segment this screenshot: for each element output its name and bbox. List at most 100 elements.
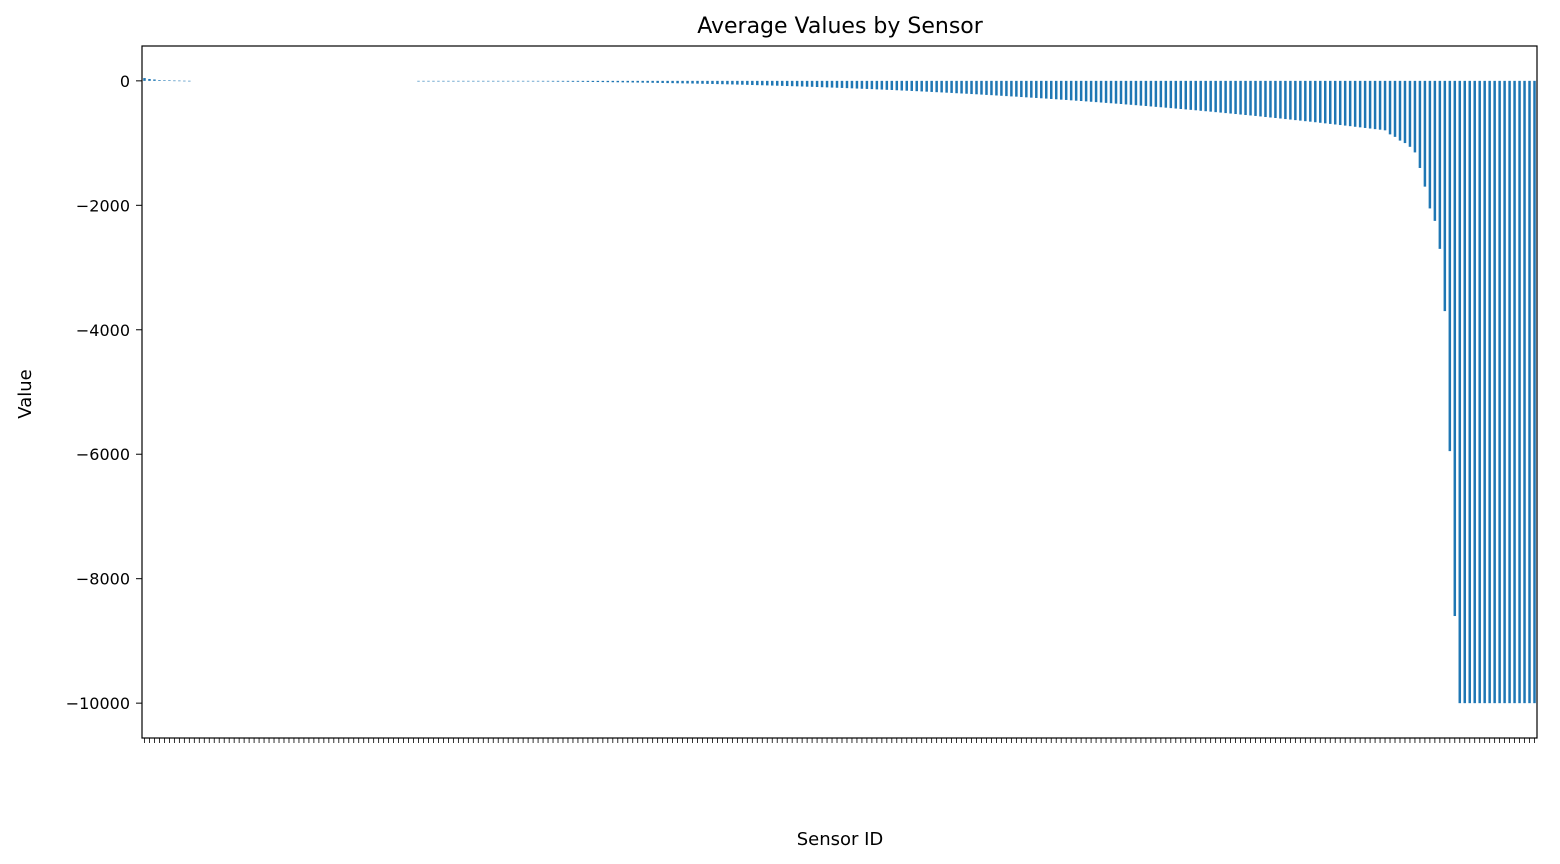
bar <box>1408 80 1412 147</box>
bar <box>711 80 714 84</box>
bar <box>1144 80 1148 106</box>
bar <box>427 80 430 82</box>
bar <box>1054 80 1058 100</box>
bar <box>970 80 973 95</box>
bar <box>955 80 958 94</box>
chart-title: Average Values by Sensor <box>697 14 984 39</box>
bar <box>447 80 450 82</box>
bar <box>780 80 784 86</box>
bar <box>581 80 585 82</box>
bar <box>1299 80 1302 121</box>
bar <box>1294 80 1297 121</box>
bar <box>1224 80 1227 114</box>
bar <box>865 80 869 89</box>
bar <box>1079 80 1083 102</box>
bar <box>775 80 779 86</box>
y-axis-ticks: 0 −2000 −4000 −6000 −8000 −10000 <box>66 72 142 713</box>
bar <box>1513 80 1516 704</box>
bar <box>1069 80 1073 101</box>
bar <box>915 80 918 92</box>
bar <box>945 80 948 93</box>
bar <box>492 80 495 82</box>
y-tick-label: −10000 <box>66 694 130 713</box>
bar <box>477 80 480 82</box>
bar <box>432 80 435 82</box>
bar <box>158 80 161 81</box>
bar <box>1040 80 1043 99</box>
bar <box>1508 80 1511 704</box>
bar <box>1174 80 1178 109</box>
bar <box>163 80 166 81</box>
bar <box>701 80 704 84</box>
bar <box>631 80 634 83</box>
bar <box>980 80 983 95</box>
bar <box>611 80 615 83</box>
bar <box>1353 80 1357 127</box>
bar <box>1244 80 1247 116</box>
bar <box>1358 80 1362 128</box>
bar <box>676 80 679 84</box>
plot-frame <box>141 45 1538 739</box>
bar <box>1149 80 1153 107</box>
bar <box>920 80 923 92</box>
bar <box>601 80 605 83</box>
bar <box>860 80 864 89</box>
bar <box>795 80 799 87</box>
bar <box>1189 80 1192 110</box>
bar <box>521 80 525 82</box>
bar <box>1463 80 1466 704</box>
bar <box>178 80 181 82</box>
bar <box>1104 80 1108 103</box>
bar <box>975 80 978 95</box>
bar <box>556 80 560 82</box>
bar <box>850 80 854 89</box>
bar <box>1478 80 1481 704</box>
y-tick-label: −4000 <box>76 321 130 340</box>
bar <box>1199 80 1202 111</box>
bar <box>442 80 445 82</box>
bar <box>1124 80 1128 105</box>
bar <box>1005 80 1008 97</box>
bar <box>1129 80 1133 105</box>
bar <box>1468 80 1471 704</box>
bar <box>661 80 664 83</box>
bar <box>985 80 988 95</box>
bar <box>855 80 859 89</box>
bar <box>576 80 580 82</box>
x-axis-ticks <box>144 738 1535 743</box>
bar <box>1035 80 1038 98</box>
bar <box>516 80 520 82</box>
y-tick-label: −6000 <box>76 445 130 464</box>
bar <box>526 80 530 82</box>
bar <box>1329 80 1332 124</box>
bar <box>930 80 933 92</box>
bar <box>1383 80 1387 131</box>
bar <box>1179 80 1183 109</box>
bar <box>1229 80 1232 114</box>
bar <box>741 80 744 85</box>
bar <box>1234 80 1237 115</box>
bar <box>1473 80 1476 704</box>
bar <box>487 80 490 82</box>
bar <box>895 80 899 91</box>
bar <box>462 80 465 82</box>
bar <box>990 80 993 96</box>
y-tick-label: 0 <box>120 72 130 91</box>
bar <box>1438 80 1442 249</box>
bar <box>1050 80 1053 99</box>
y-axis-title: Value <box>15 369 36 418</box>
bar <box>1393 80 1397 137</box>
bar <box>1398 80 1402 141</box>
bar <box>805 80 809 87</box>
bar <box>1413 80 1417 153</box>
bar <box>1010 80 1013 97</box>
bar <box>646 80 649 83</box>
bar <box>716 80 719 85</box>
bar <box>800 80 804 87</box>
bar <box>885 80 889 90</box>
bar <box>1483 80 1486 704</box>
bar <box>457 80 460 82</box>
bar <box>1184 80 1187 110</box>
bar <box>1094 80 1098 103</box>
